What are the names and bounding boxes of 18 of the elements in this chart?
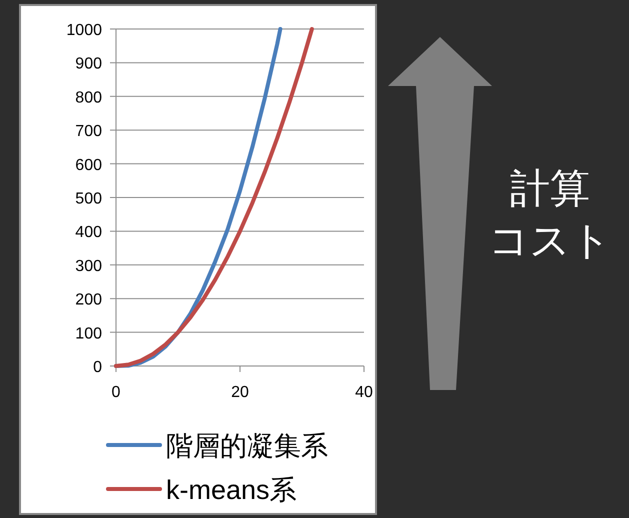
x-tick-label: 20 [231, 384, 249, 401]
legend-label: k-means系 [166, 475, 297, 505]
y-tick-label: 700 [75, 123, 102, 140]
y-tick-label: 300 [75, 258, 102, 275]
y-tick-label: 0 [93, 359, 102, 376]
y-tick-label: 800 [75, 89, 102, 106]
legend-label: 階層的凝集系 [166, 431, 328, 461]
y-tick-label: 200 [75, 292, 102, 309]
text: コスト [488, 219, 612, 263]
y-tick-label: 900 [75, 56, 102, 73]
y-tick-label: 100 [75, 325, 102, 342]
x-tick-label: 0 [112, 384, 121, 401]
y-tick-label: 500 [75, 190, 102, 208]
y-tick-label: 600 [75, 156, 102, 174]
x-tick-label: 40 [355, 384, 373, 401]
y-tick-label: 1000 [66, 22, 102, 39]
text: 計算 [510, 167, 590, 211]
y-tick-label: 400 [75, 224, 102, 242]
